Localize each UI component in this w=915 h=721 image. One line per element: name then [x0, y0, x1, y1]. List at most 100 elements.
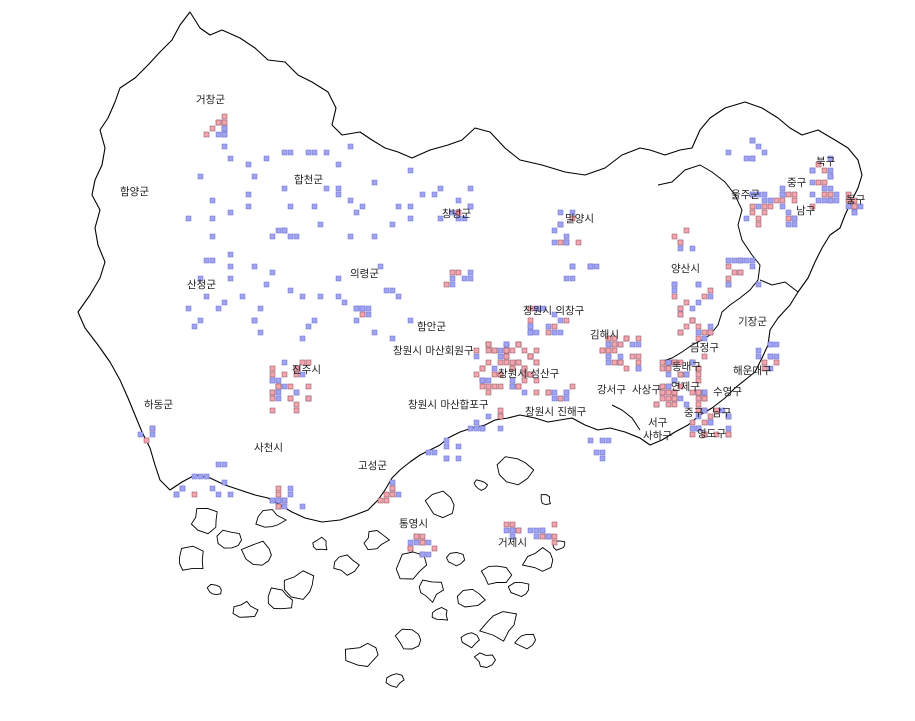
low-density-cell — [725, 413, 732, 420]
high-density-cell — [293, 407, 300, 414]
high-density-cell — [779, 197, 786, 204]
low-density-cell — [227, 491, 234, 498]
low-density-cell — [353, 209, 360, 216]
low-density-cell — [197, 275, 204, 282]
high-density-cell — [443, 281, 450, 288]
island-outline — [385, 673, 405, 688]
high-density-cell — [665, 401, 672, 408]
region-label: 해운대구 — [733, 364, 772, 377]
region-label: 의령군 — [350, 268, 379, 280]
low-density-cell — [395, 293, 402, 300]
low-density-cell — [707, 293, 714, 300]
density-grid-cells — [137, 113, 864, 558]
low-density-cell — [593, 263, 600, 270]
high-density-cell — [269, 365, 276, 372]
island-outline — [496, 456, 535, 486]
low-density-cell — [569, 275, 576, 282]
low-density-cell — [533, 329, 540, 336]
high-density-cell — [599, 347, 606, 354]
high-density-cell — [671, 233, 678, 240]
low-density-cell — [431, 191, 438, 198]
island-outline — [394, 628, 422, 650]
region-label: 연제구 — [671, 381, 700, 393]
low-density-cell — [335, 275, 342, 282]
high-density-cell — [701, 329, 708, 336]
high-density-cell — [815, 161, 822, 168]
high-density-cell — [389, 491, 396, 498]
region-label: 창원시 마산회원구 — [393, 345, 474, 357]
island-outline — [333, 554, 360, 576]
low-density-cell — [449, 281, 456, 288]
high-density-cell — [629, 353, 636, 360]
low-density-cell — [671, 281, 678, 288]
low-density-cell — [467, 269, 474, 276]
low-density-cell — [443, 443, 450, 450]
high-density-cell — [215, 119, 222, 126]
high-density-cell — [695, 335, 702, 342]
high-density-cell — [677, 383, 684, 390]
high-density-cell — [701, 353, 708, 360]
low-density-cell — [371, 329, 378, 336]
low-density-cell — [137, 431, 144, 438]
low-density-cell — [689, 359, 696, 366]
island-outline — [473, 479, 489, 491]
low-density-cell — [467, 203, 474, 210]
low-density-cell — [809, 179, 816, 186]
island-outline — [431, 607, 449, 621]
high-density-cell — [485, 383, 492, 390]
high-density-cell — [419, 539, 426, 546]
high-density-cell — [557, 239, 564, 246]
low-density-cell — [287, 287, 294, 294]
low-density-cell — [701, 389, 708, 396]
low-density-cell — [677, 395, 684, 402]
high-density-cell — [611, 347, 618, 354]
high-density-cell — [497, 407, 504, 414]
low-density-cell — [191, 323, 198, 330]
high-density-cell — [521, 371, 528, 378]
island-outline — [395, 551, 428, 580]
high-density-cell — [623, 365, 630, 372]
high-density-cell — [389, 485, 396, 492]
low-density-cell — [503, 341, 510, 348]
island-outline — [507, 582, 530, 597]
low-density-cell — [197, 317, 204, 324]
low-density-cell — [533, 533, 540, 540]
low-density-cell — [203, 257, 210, 264]
low-density-cell — [491, 365, 498, 372]
low-density-cell — [257, 329, 264, 336]
high-density-cell — [269, 407, 276, 414]
high-density-cell — [479, 383, 486, 390]
high-density-cell — [485, 341, 492, 348]
high-density-cell — [683, 323, 690, 330]
low-density-cell — [347, 143, 354, 150]
high-density-cell — [521, 347, 528, 354]
high-density-cell — [623, 335, 630, 342]
high-density-cell — [305, 359, 312, 366]
low-density-cell — [755, 347, 762, 354]
low-density-cell — [725, 281, 732, 288]
low-density-cell — [755, 281, 762, 288]
low-density-cell — [455, 443, 462, 450]
high-density-cell — [755, 221, 762, 228]
low-density-cell — [209, 233, 216, 240]
high-density-cell — [503, 521, 510, 528]
high-density-cell — [707, 413, 714, 420]
high-density-cell — [383, 497, 390, 504]
high-density-cell — [695, 365, 702, 372]
low-density-cell — [281, 383, 288, 390]
high-density-cell — [527, 317, 534, 324]
region-label: 영도구 — [697, 428, 726, 440]
region-label: 서구 — [648, 417, 668, 429]
low-density-cell — [281, 497, 288, 504]
high-density-cell — [269, 395, 276, 402]
high-density-cell — [815, 179, 822, 186]
coastline-outline — [77, 11, 863, 523]
low-density-cell — [551, 239, 558, 246]
low-density-cell — [407, 203, 414, 210]
low-density-cell — [323, 149, 330, 156]
region-labels: 거창군 함양군 합천군 창녕군 밀양시 산청군 의령군 양산시 울주군 중구 북… — [120, 94, 866, 549]
low-density-cell — [767, 341, 774, 348]
low-density-cell — [299, 371, 306, 378]
high-density-cell — [287, 383, 294, 390]
low-density-cell — [317, 293, 324, 300]
